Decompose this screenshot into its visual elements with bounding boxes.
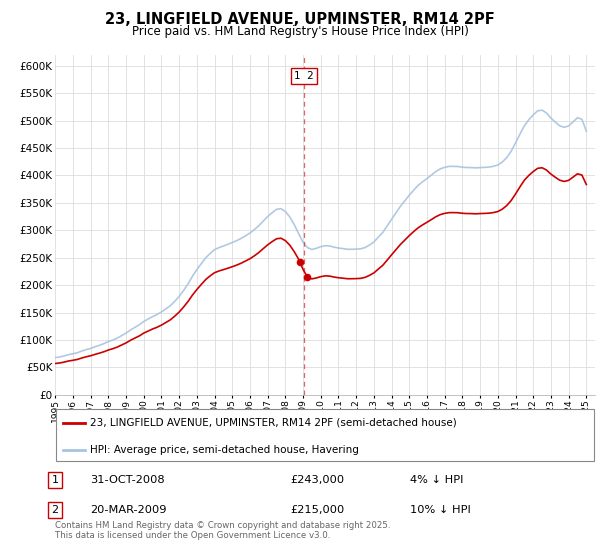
Text: 10% ↓ HPI: 10% ↓ HPI [410, 505, 471, 515]
Text: 1  2: 1 2 [293, 71, 313, 81]
Text: HPI: Average price, semi-detached house, Havering: HPI: Average price, semi-detached house,… [90, 445, 359, 455]
Text: 2: 2 [52, 505, 59, 515]
Text: 4% ↓ HPI: 4% ↓ HPI [410, 475, 464, 485]
Point [295, 257, 305, 266]
Point [302, 273, 312, 282]
Text: 20-MAR-2009: 20-MAR-2009 [90, 505, 167, 515]
Text: £243,000: £243,000 [290, 475, 344, 485]
Text: Contains HM Land Registry data © Crown copyright and database right 2025.
This d: Contains HM Land Registry data © Crown c… [55, 521, 391, 540]
Text: 23, LINGFIELD AVENUE, UPMINSTER, RM14 2PF: 23, LINGFIELD AVENUE, UPMINSTER, RM14 2P… [105, 12, 495, 27]
Text: 23, LINGFIELD AVENUE, UPMINSTER, RM14 2PF (semi-detached house): 23, LINGFIELD AVENUE, UPMINSTER, RM14 2P… [90, 418, 457, 428]
Text: £215,000: £215,000 [290, 505, 344, 515]
Text: 1: 1 [52, 475, 58, 485]
Text: Price paid vs. HM Land Registry's House Price Index (HPI): Price paid vs. HM Land Registry's House … [131, 25, 469, 38]
FancyBboxPatch shape [56, 409, 594, 461]
Text: 31-OCT-2008: 31-OCT-2008 [90, 475, 164, 485]
